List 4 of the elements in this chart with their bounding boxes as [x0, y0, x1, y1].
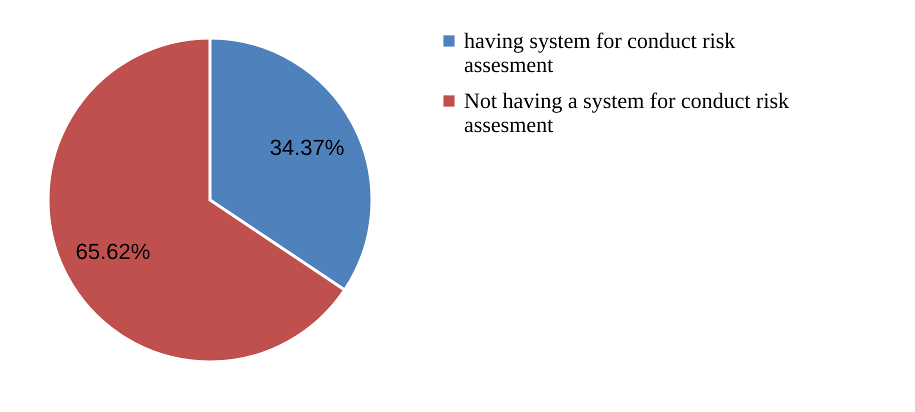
legend-label: having system for conduct risk assesment [464, 28, 736, 77]
data-label: 65.62% [76, 238, 150, 264]
data-label: 34.37% [270, 135, 344, 160]
legend-label: Not having a system for conduct risk assesment [464, 88, 790, 137]
